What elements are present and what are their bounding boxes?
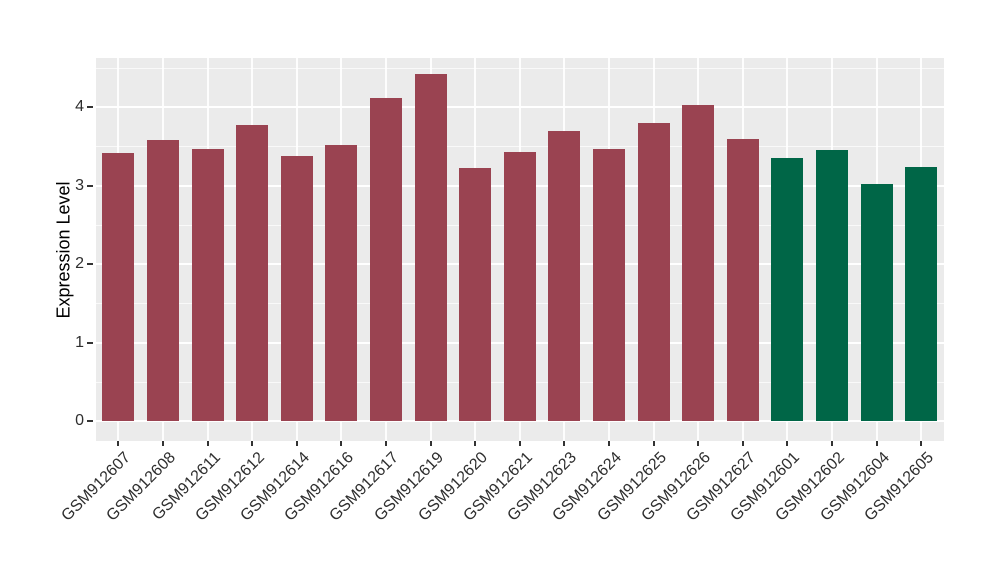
x-tick-mark: [206, 441, 209, 446]
x-tick-mark: [607, 441, 610, 446]
x-tick-mark: [563, 441, 566, 446]
y-tick-label: 1: [75, 333, 84, 351]
x-tick-mark: [117, 441, 120, 446]
bar: [236, 125, 269, 421]
y-tick-label: 4: [75, 98, 84, 115]
bar: [815, 150, 848, 421]
x-tick-mark: [741, 441, 744, 446]
y-tick-mark: [87, 184, 93, 187]
y-tick-mark: [87, 420, 93, 422]
bar: [637, 122, 670, 421]
bar: [726, 139, 759, 421]
x-tick-mark: [429, 441, 432, 446]
x-tick-mark: [920, 441, 923, 446]
bar: [325, 145, 358, 421]
x-tick-mark: [830, 441, 833, 446]
bar: [146, 139, 179, 421]
x-tick-mark: [875, 441, 878, 446]
bar: [459, 168, 492, 421]
x-tick-mark: [652, 441, 655, 446]
bar: [682, 104, 715, 421]
y-tick-mark: [87, 341, 93, 344]
minor-gridline: [96, 146, 944, 148]
x-tick-mark: [518, 441, 521, 446]
x-tick-mark: [786, 441, 789, 446]
y-tick-label: 3: [75, 176, 84, 194]
x-tick-mark: [161, 441, 164, 446]
x-tick-mark: [697, 441, 700, 446]
y-tick-label: 2: [75, 255, 84, 272]
bar: [592, 149, 625, 421]
x-tick-mark: [251, 441, 254, 446]
minor-gridline: [96, 67, 944, 69]
bar: [191, 148, 224, 421]
bar: [860, 183, 893, 421]
plot-panel: [96, 58, 944, 441]
y-axis-title: Expression Level: [53, 181, 74, 319]
bar: [414, 74, 447, 421]
x-tick-mark: [340, 441, 343, 446]
bar: [503, 151, 536, 421]
bar: [905, 166, 938, 421]
y-tick-mark: [87, 106, 93, 108]
major-gridline: [96, 106, 944, 108]
y-tick-mark: [87, 263, 93, 265]
x-tick-mark: [384, 441, 387, 446]
x-tick-mark: [295, 441, 298, 446]
bar: [771, 158, 804, 421]
bar: [369, 97, 402, 421]
x-tick-mark: [474, 441, 477, 446]
y-tick-label: 0: [75, 412, 84, 429]
bar: [548, 131, 581, 421]
major-gridline: [96, 420, 944, 422]
bar: [280, 155, 313, 421]
bar: [102, 152, 135, 421]
